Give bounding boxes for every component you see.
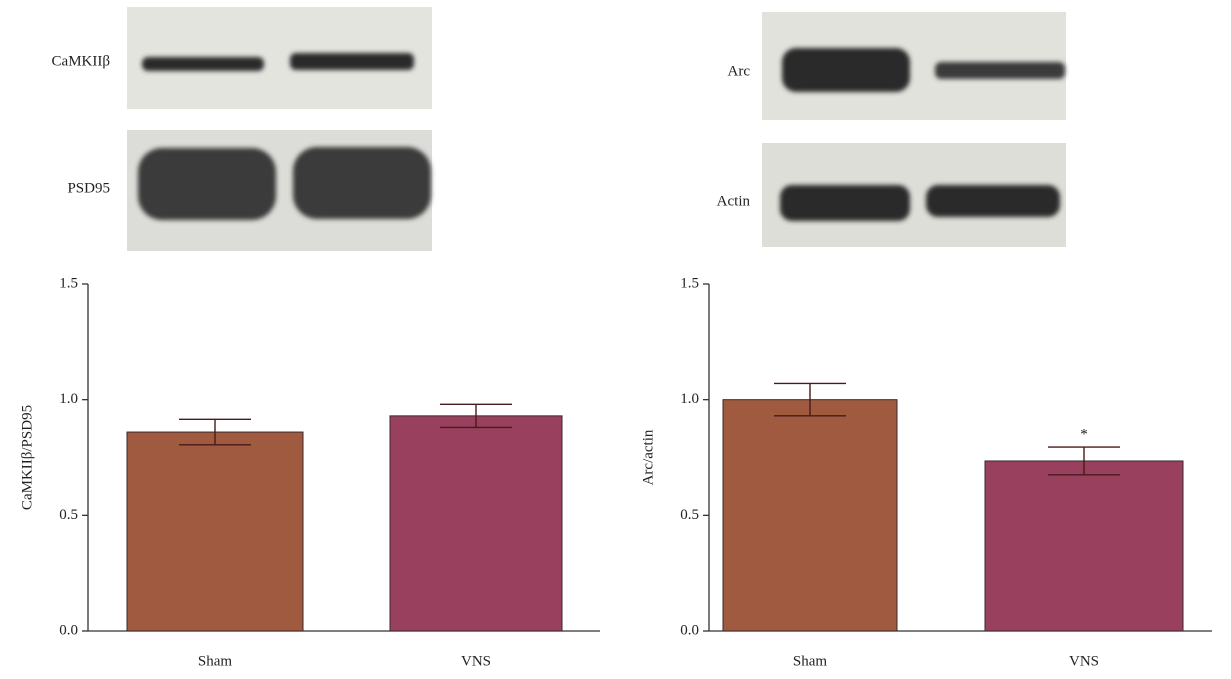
bar bbox=[127, 432, 303, 631]
y-tick-label: 1.0 bbox=[680, 391, 699, 407]
figure: CaMKIIβ PSD95 Arc Actin 0.0 0.5 1.0 1.5 CaMK… bbox=[0, 0, 1231, 679]
x-tick-label: Sham bbox=[793, 653, 828, 669]
blot-label: PSD95 bbox=[67, 180, 110, 196]
y-tick-label: 1.5 bbox=[59, 275, 78, 291]
y-tick-label: 1.5 bbox=[680, 275, 699, 291]
x-tick-label: VNS bbox=[1069, 653, 1099, 669]
bar bbox=[390, 416, 562, 631]
blot-label: CaMKIIβ bbox=[52, 53, 110, 69]
y-tick-label: 0.5 bbox=[680, 507, 699, 523]
bar bbox=[985, 461, 1183, 631]
blot-label: Arc bbox=[728, 63, 751, 79]
annotation: * bbox=[1080, 427, 1088, 443]
x-tick-label: VNS bbox=[461, 653, 491, 669]
x-tick-label: Sham bbox=[198, 653, 233, 669]
y-tick-label: 1.0 bbox=[59, 391, 78, 407]
y-tick-label: 0.0 bbox=[59, 622, 78, 638]
y-tick-label: 0.0 bbox=[680, 622, 699, 638]
blot-label: Actin bbox=[717, 193, 751, 209]
blot-panel bbox=[127, 7, 1066, 251]
bar bbox=[723, 400, 897, 631]
y-tick-label: 0.5 bbox=[59, 507, 78, 523]
y-axis-label: Arc/actin bbox=[640, 429, 656, 485]
y-axis-label: CaMKIIβ/PSD95 bbox=[19, 405, 35, 510]
